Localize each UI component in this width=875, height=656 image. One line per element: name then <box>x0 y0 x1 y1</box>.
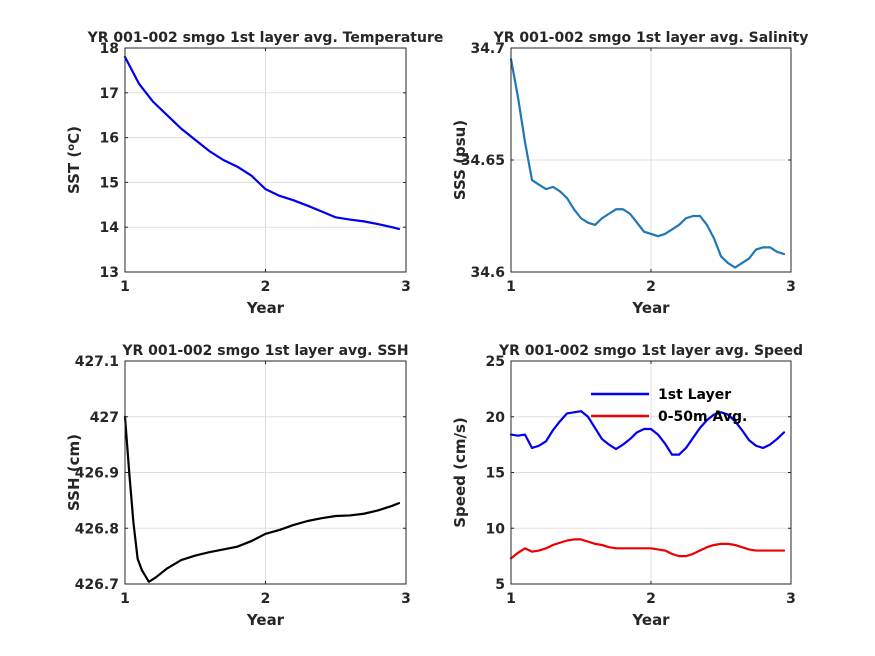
subplot-4: 1 2 3 5 10 15 20 25 Year Speed (cm/s) YR 001-002 s… <box>451 343 803 629</box>
y-tick-label: 25 <box>486 354 505 370</box>
x-tick-label: 2 <box>261 279 271 295</box>
x-tick-label: 1 <box>120 591 130 607</box>
chart-title: YR 001-002 smgo 1st layer avg. SSH <box>121 343 408 359</box>
y-tick-label: 14 <box>100 220 120 236</box>
y-tick-label: 13 <box>100 265 119 281</box>
x-tick-label: 1 <box>506 279 516 295</box>
y-tick-label: 5 <box>495 577 505 593</box>
y-tick-label: 34.7 <box>470 41 505 57</box>
y-tick-label: 426.7 <box>75 577 119 593</box>
y-tick-label: 427.1 <box>75 354 119 370</box>
y-tick-label: 15 <box>100 175 119 191</box>
chart-title: YR 001-002 smgo 1st layer avg. Temperatu… <box>87 30 444 46</box>
x-axis-label: Year <box>631 299 670 317</box>
x-tick-label: 3 <box>786 279 796 295</box>
series-line-1 <box>123 55 401 231</box>
y-tick-label: 20 <box>486 410 506 426</box>
x-tick-label: 1 <box>120 279 130 295</box>
y-tick-label: 34.65 <box>461 153 505 169</box>
y-tick-label: 427 <box>90 410 119 426</box>
y-tick-label: 426.8 <box>75 521 119 537</box>
x-axis-label: Year <box>246 299 285 317</box>
y-axis-label: SSS (psu) <box>451 120 469 200</box>
x-tick-label: 3 <box>401 279 411 295</box>
y-tick-label: 34.6 <box>470 265 505 281</box>
y-axis-label: SSH (cm) <box>65 434 83 511</box>
x-tick-label: 1 <box>506 591 516 607</box>
y-tick-label: 18 <box>100 41 119 57</box>
y-axis-label: Speed (cm/s) <box>451 417 469 528</box>
series-line-1 <box>509 410 786 456</box>
x-tick-label: 2 <box>646 591 656 607</box>
y-tick-label: 16 <box>100 131 119 147</box>
subplot-1: 1 2 3 13 14 15 16 17 18 Year SST (oC) YR 001-002 sm… <box>65 30 443 317</box>
legend: 1st Layer 0-50m Avg. <box>591 387 747 425</box>
y-tick-label: 426.9 <box>75 466 119 482</box>
series-line-2 <box>509 538 786 560</box>
subplot-3: 1 2 3 426.7 426.8 426.9 427 427.1 Year SSH (cm) YR… <box>65 343 411 629</box>
x-tick-label: 3 <box>401 591 411 607</box>
y-axis-label: SST (oC) <box>65 126 83 194</box>
y-tick-label: 10 <box>486 521 506 537</box>
chart-title: YR 001-002 smgo 1st layer avg. Speed <box>498 343 803 359</box>
x-tick-label: 2 <box>261 591 271 607</box>
y-tick-label: 17 <box>100 86 119 102</box>
series-line-1 <box>509 58 786 269</box>
chart-title: YR 001-002 smgo 1st layer avg. Salinity <box>493 30 809 46</box>
x-tick-label: 2 <box>646 279 656 295</box>
x-axis-label: Year <box>631 611 670 629</box>
y-tick-label: 15 <box>486 466 505 482</box>
series-line-1 <box>123 415 401 583</box>
subplot-2: 1 2 3 34.6 34.65 34.7 Year SSS (psu) YR 001-002 … <box>451 30 808 317</box>
legend-label: 0-50m Avg. <box>658 409 747 425</box>
legend-label: 1st Layer <box>658 387 731 403</box>
x-axis-label: Year <box>246 611 285 629</box>
x-tick-label: 3 <box>786 591 796 607</box>
